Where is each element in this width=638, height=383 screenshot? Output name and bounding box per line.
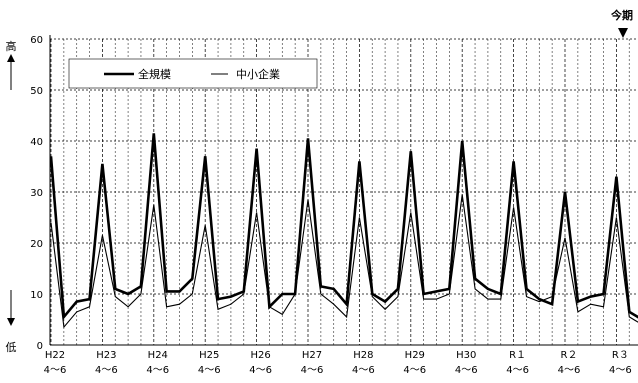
current-period-label: 今期 <box>610 8 633 22</box>
y-tick-label: 10 <box>30 290 43 301</box>
low-label: 低 <box>6 341 17 354</box>
x-tick-label: H29 <box>405 350 425 361</box>
x-tick-sublabel: 4～6 <box>506 365 529 376</box>
x-tick-sublabel: 4～6 <box>352 365 375 376</box>
x-tick-sublabel: 4～6 <box>146 365 169 376</box>
x-tick-label: H27 <box>302 350 322 361</box>
arrow-down-icon <box>7 290 15 326</box>
y-tick-label: 60 <box>30 35 43 46</box>
x-tick-sublabel: 4～6 <box>455 365 478 376</box>
x-tick-sublabel: 4～6 <box>198 365 221 376</box>
x-tick-label: H30 <box>456 350 476 361</box>
x-tick-sublabel: 4～6 <box>558 365 581 376</box>
x-tick-label: R３ <box>612 350 629 361</box>
legend-label: 全規模 <box>138 67 171 81</box>
series-line <box>49 133 638 321</box>
x-tick-label: H22 <box>45 350 65 361</box>
x-tick-sublabel: 4～6 <box>609 365 632 376</box>
x-tick-sublabel: 4～6 <box>403 365 426 376</box>
triangle-down-icon <box>618 28 628 38</box>
x-tick-label: R２ <box>561 350 578 361</box>
series-line <box>50 194 638 329</box>
legend-label: 中小企業 <box>236 67 280 81</box>
x-tick-label: H24 <box>148 350 168 361</box>
x-tick-sublabel: 4～6 <box>95 365 118 376</box>
x-tick-label: H26 <box>250 350 270 361</box>
arrow-up-icon <box>7 54 15 90</box>
x-tick-label: H28 <box>353 350 373 361</box>
x-tick-label: H23 <box>96 350 116 361</box>
x-tick-sublabel: 4～6 <box>44 365 67 376</box>
x-tick-label: H25 <box>199 350 219 361</box>
x-tick-sublabel: 4～6 <box>301 365 324 376</box>
y-tick-label: 40 <box>30 137 43 148</box>
y-tick-label: 50 <box>30 86 43 97</box>
x-tick-label: R１ <box>509 350 526 361</box>
y-tick-label: 20 <box>30 239 43 250</box>
y-tick-label: 0 <box>37 341 43 352</box>
high-label: 高 <box>6 39 17 53</box>
y-tick-label: 30 <box>30 188 43 199</box>
x-tick-sublabel: 4～6 <box>249 365 272 376</box>
